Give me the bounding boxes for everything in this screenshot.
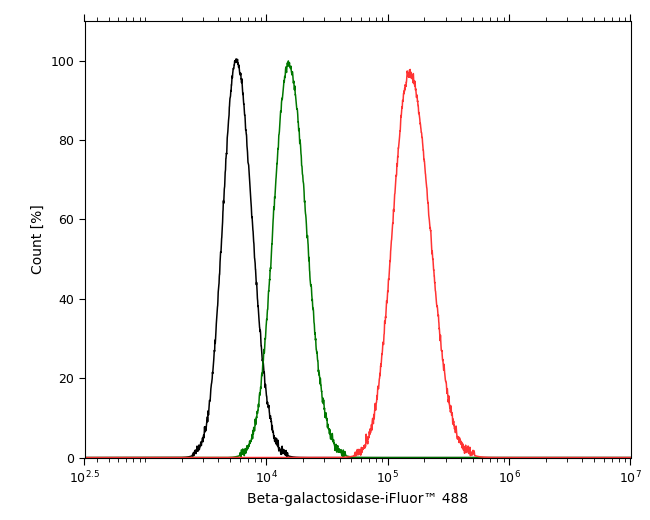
X-axis label: Beta-galactosidase-iFluor™ 488: Beta-galactosidase-iFluor™ 488: [247, 491, 468, 505]
Y-axis label: Count [%]: Count [%]: [31, 204, 45, 274]
